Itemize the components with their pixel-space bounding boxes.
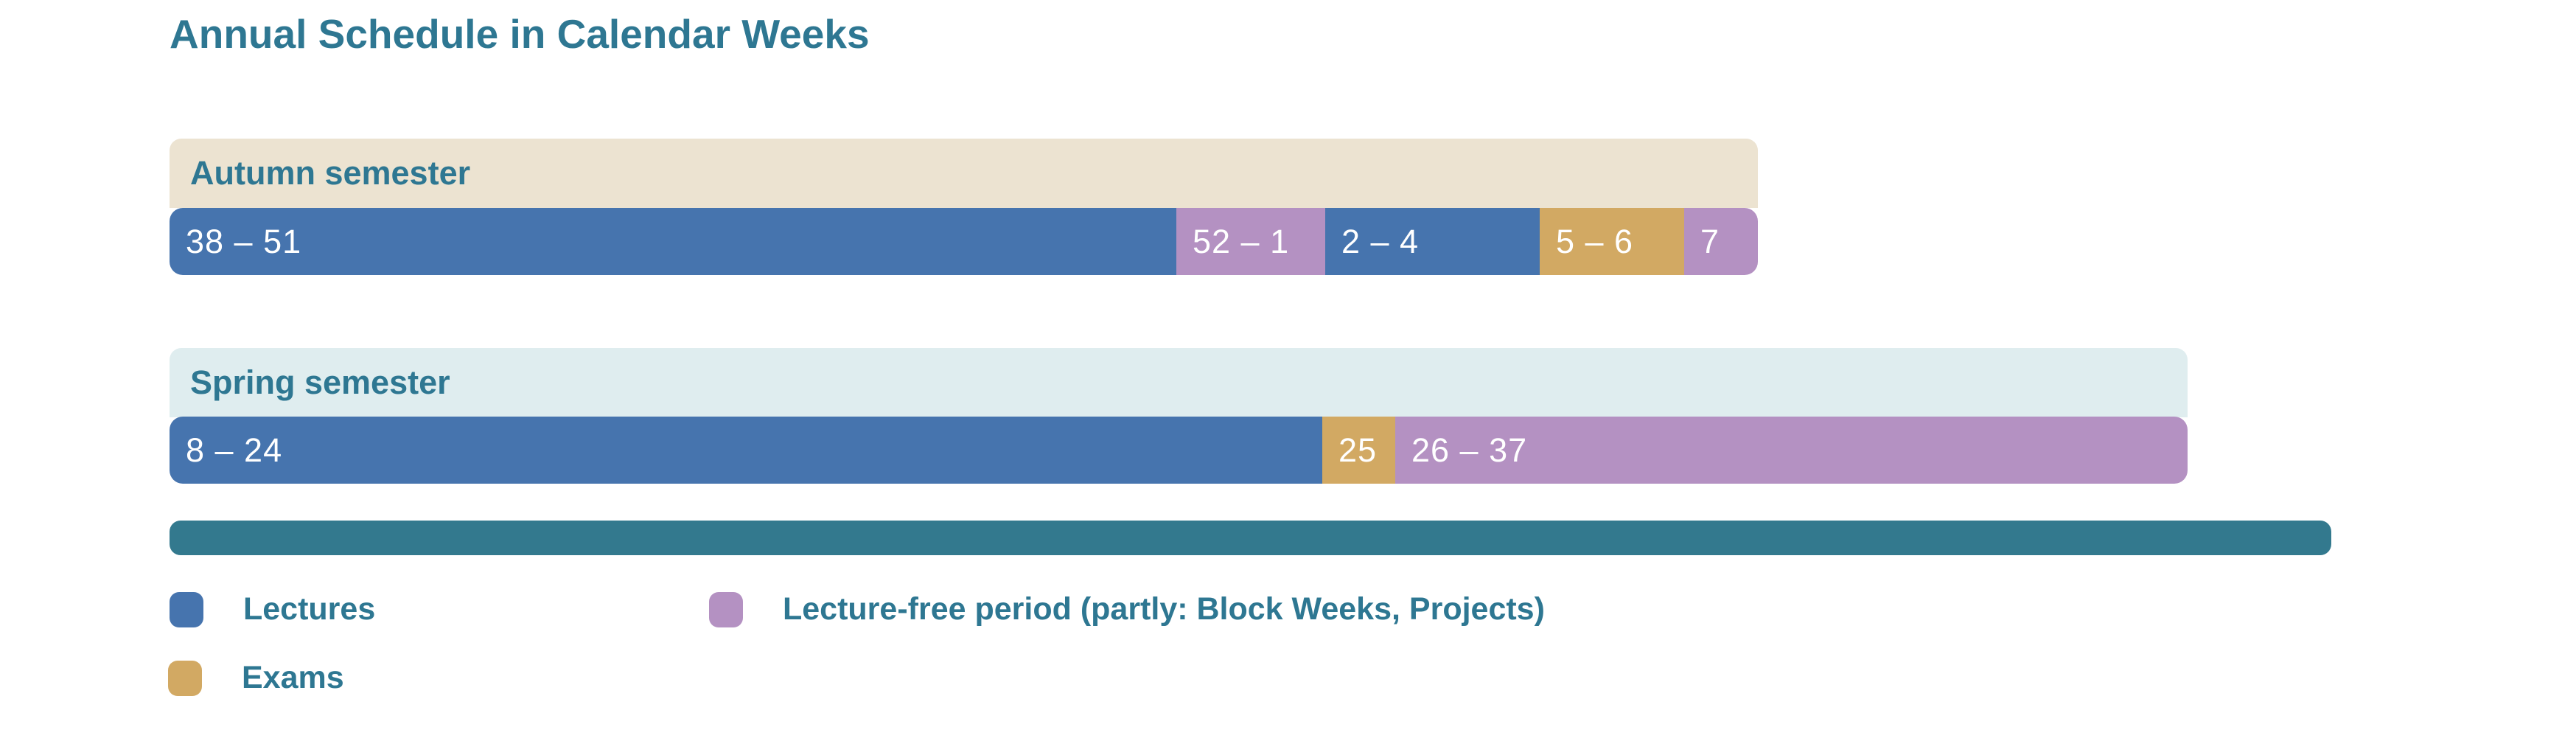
bar-segment-label: 38 – 51 <box>186 222 302 260</box>
bar-segment-weeks-26-37: 26 – 37 <box>1395 417 2188 484</box>
bar-segment-label: 26 – 37 <box>1411 431 1528 469</box>
exams-swatch-icon <box>168 660 202 696</box>
bar-segment-label: 5 – 6 <box>1556 222 1634 260</box>
legend-item-lecture-free-period: Lecture-free period (partly: Block Weeks… <box>709 591 1545 627</box>
legend-item-exams: Exams <box>168 660 344 696</box>
legend-item-lectures: Lectures <box>170 591 375 627</box>
lectures-swatch-icon <box>170 591 203 627</box>
autumn-semester-label: Autumn semester <box>190 154 471 192</box>
bar-segment-weeks-25: 25 <box>1322 417 1395 484</box>
legend-label-lecture-free-period: Lecture-free period (partly: Block Weeks… <box>783 591 1545 627</box>
bar-segment-label: 25 <box>1338 431 1378 469</box>
bar-segment-weeks-7: 7 <box>1684 208 1758 275</box>
autumn-semester-band: Autumn semester <box>170 139 1758 208</box>
spring-semester-band: Spring semester <box>170 348 2188 417</box>
bar-segment-weeks-2-4: 2 – 4 <box>1325 208 1540 275</box>
bar-segment-weeks-8-24: 8 – 24 <box>170 417 1322 484</box>
bar-segment-weeks-5-6: 5 – 6 <box>1540 208 1684 275</box>
legend-label-exams: Exams <box>242 660 344 695</box>
bar-segment-weeks-52-1: 52 – 1 <box>1176 208 1325 275</box>
page-title: Annual Schedule in Calendar Weeks <box>170 11 870 57</box>
bar-segment-label: 2 – 4 <box>1341 222 1420 260</box>
bar-segment-weeks-38-51: 38 – 51 <box>170 208 1176 275</box>
spring-semester-label: Spring semester <box>190 363 450 401</box>
bar-segment-label: 8 – 24 <box>186 431 283 469</box>
full-year-bar <box>170 521 2331 555</box>
lecture-free-swatch-icon <box>709 591 743 627</box>
legend-label-lectures: Lectures <box>243 591 376 627</box>
bar-segment-label: 7 <box>1700 222 1720 260</box>
bar-segment-label: 52 – 1 <box>1193 222 1290 260</box>
spring-semester-bar: 8 – 24 25 26 – 37 <box>170 417 2188 484</box>
autumn-semester-bar: 38 – 51 52 – 1 2 – 4 5 – 6 7 <box>170 208 1758 275</box>
